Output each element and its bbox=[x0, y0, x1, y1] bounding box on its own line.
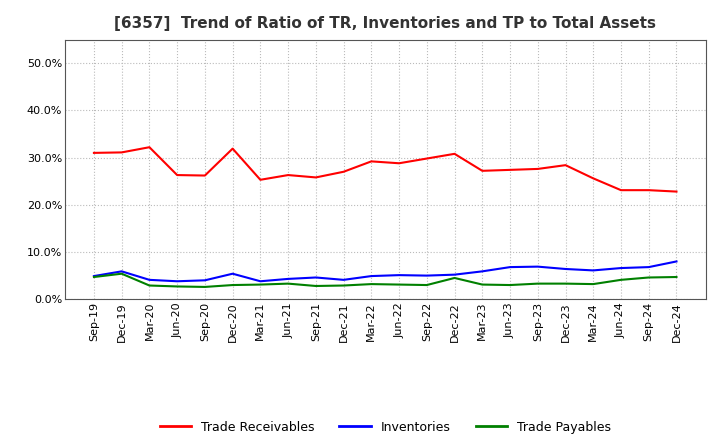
Inventories bbox=[395, 272, 403, 278]
Trade Receivables bbox=[505, 167, 514, 172]
Inventories bbox=[312, 275, 320, 280]
Trade Receivables bbox=[561, 162, 570, 168]
Trade Payables bbox=[367, 282, 376, 287]
Inventories bbox=[644, 264, 653, 270]
Trade Receivables bbox=[284, 172, 292, 178]
Trade Payables bbox=[589, 282, 598, 287]
Trade Receivables bbox=[173, 172, 181, 178]
Trade Receivables bbox=[117, 150, 126, 155]
Trade Receivables bbox=[672, 189, 681, 194]
Trade Payables bbox=[561, 281, 570, 286]
Trade Payables bbox=[505, 282, 514, 288]
Trade Payables bbox=[616, 277, 625, 282]
Trade Receivables bbox=[644, 187, 653, 193]
Trade Receivables bbox=[589, 176, 598, 181]
Inventories bbox=[534, 264, 542, 269]
Trade Payables bbox=[672, 275, 681, 280]
Legend: Trade Receivables, Inventories, Trade Payables: Trade Receivables, Inventories, Trade Pa… bbox=[153, 414, 617, 440]
Inventories bbox=[561, 266, 570, 271]
Inventories bbox=[672, 259, 681, 264]
Trade Payables bbox=[395, 282, 403, 287]
Trade Receivables bbox=[367, 159, 376, 164]
Inventories bbox=[423, 273, 431, 278]
Trade Payables bbox=[450, 275, 459, 281]
Trade Payables bbox=[312, 283, 320, 289]
Line: Trade Payables: Trade Payables bbox=[94, 274, 677, 287]
Trade Receivables bbox=[395, 161, 403, 166]
Inventories bbox=[117, 269, 126, 274]
Trade Receivables bbox=[201, 173, 210, 178]
Trade Payables bbox=[423, 282, 431, 288]
Inventories bbox=[616, 265, 625, 271]
Trade Payables bbox=[284, 281, 292, 286]
Inventories bbox=[450, 272, 459, 277]
Trade Receivables bbox=[534, 166, 542, 172]
Trade Payables bbox=[534, 281, 542, 286]
Trade Payables bbox=[339, 283, 348, 288]
Inventories bbox=[256, 279, 265, 284]
Inventories bbox=[367, 273, 376, 279]
Trade Payables bbox=[201, 284, 210, 290]
Line: Trade Receivables: Trade Receivables bbox=[94, 147, 677, 191]
Inventories bbox=[228, 271, 237, 276]
Title: [6357]  Trend of Ratio of TR, Inventories and TP to Total Assets: [6357] Trend of Ratio of TR, Inventories… bbox=[114, 16, 656, 32]
Trade Payables bbox=[117, 271, 126, 276]
Inventories bbox=[201, 278, 210, 283]
Trade Payables bbox=[644, 275, 653, 280]
Trade Receivables bbox=[423, 156, 431, 161]
Trade Receivables bbox=[312, 175, 320, 180]
Trade Payables bbox=[89, 275, 98, 280]
Trade Receivables bbox=[256, 177, 265, 183]
Inventories bbox=[173, 279, 181, 284]
Trade Payables bbox=[478, 282, 487, 287]
Inventories bbox=[339, 277, 348, 282]
Trade Payables bbox=[228, 282, 237, 288]
Trade Receivables bbox=[616, 187, 625, 193]
Trade Receivables bbox=[450, 151, 459, 157]
Inventories bbox=[589, 268, 598, 273]
Inventories bbox=[478, 269, 487, 274]
Trade Receivables bbox=[145, 145, 154, 150]
Trade Payables bbox=[173, 284, 181, 289]
Inventories bbox=[505, 264, 514, 270]
Inventories bbox=[145, 277, 154, 282]
Trade Receivables bbox=[228, 146, 237, 151]
Line: Inventories: Inventories bbox=[94, 261, 677, 281]
Trade Payables bbox=[256, 282, 265, 287]
Inventories bbox=[284, 276, 292, 282]
Inventories bbox=[89, 273, 98, 279]
Trade Payables bbox=[145, 283, 154, 288]
Trade Receivables bbox=[339, 169, 348, 174]
Trade Receivables bbox=[89, 150, 98, 155]
Trade Receivables bbox=[478, 168, 487, 173]
